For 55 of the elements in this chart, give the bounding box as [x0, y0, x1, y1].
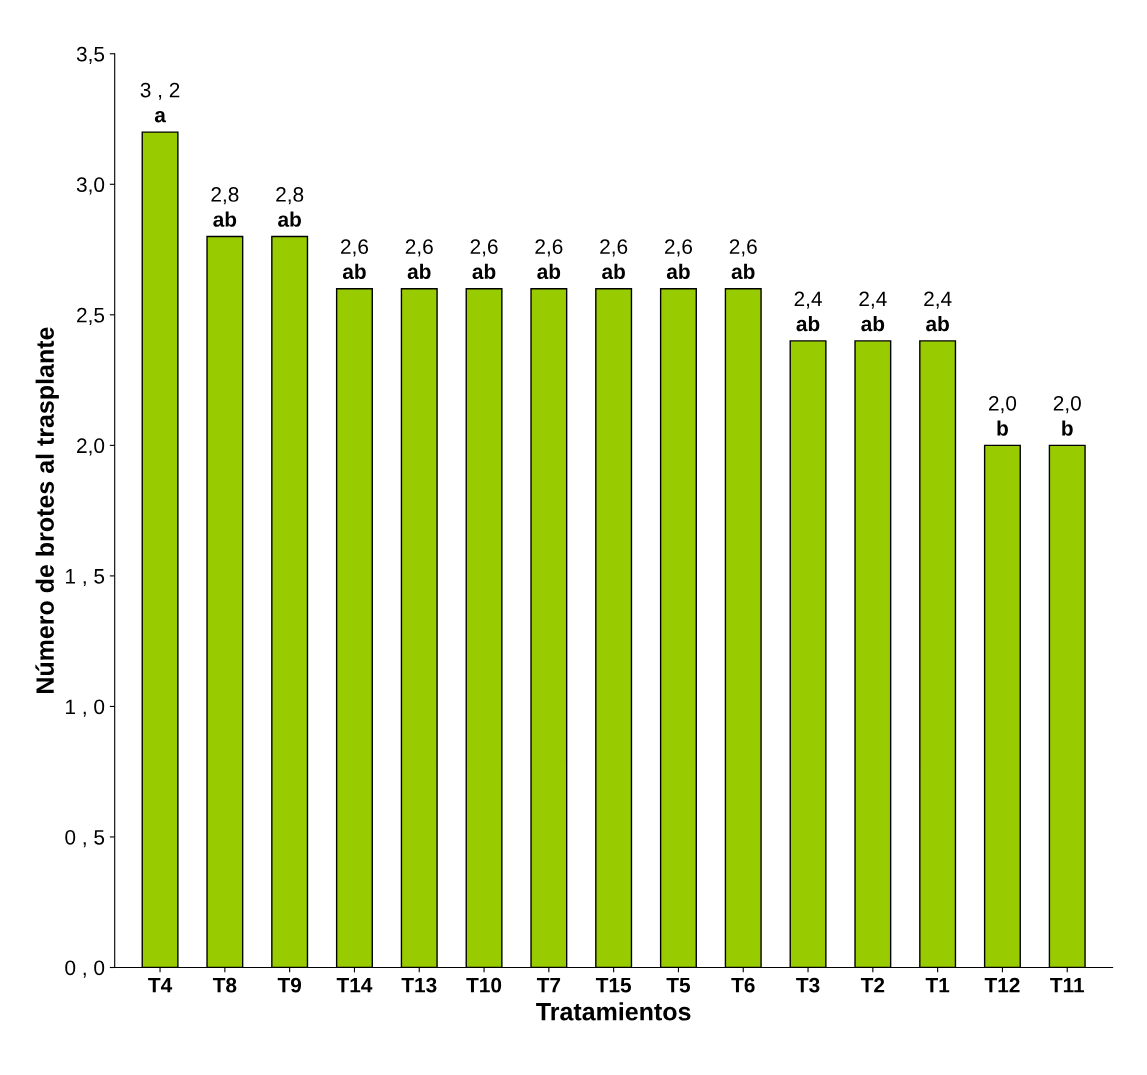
- y-tick-label: 1 , 5: [66, 569, 105, 587]
- x-tick-label: T3: [796, 977, 820, 993]
- data-label: 2,6: [600, 239, 628, 257]
- x-tick-label: T1: [925, 977, 950, 993]
- y-tick-label: 0 , 5: [65, 829, 105, 848]
- annotation: ab: [796, 315, 820, 332]
- y-tick-label: 3,5: [76, 46, 105, 64]
- y-tick-label: 1 , 0: [66, 699, 105, 717]
- data-label: 2,6: [470, 239, 498, 257]
- data-label: 2,4: [924, 291, 952, 309]
- x-tick-label: T6: [731, 977, 755, 993]
- annotation: ab: [861, 315, 885, 332]
- annotation: ab: [342, 263, 366, 280]
- data-label: 2,0: [989, 395, 1017, 414]
- data-label: 2,4: [859, 291, 887, 309]
- annotation: ab: [407, 263, 431, 280]
- y-tick-label: 3,0: [76, 177, 105, 195]
- x-tick-label: T7: [536, 977, 561, 993]
- x-tick-label: T10: [466, 977, 502, 993]
- annotation: ab: [731, 263, 755, 280]
- x-tick-label: T5: [666, 977, 691, 993]
- data-label: 2,6: [665, 239, 693, 257]
- y-tick-label: 0 , 0: [65, 960, 105, 978]
- annotation: a: [154, 110, 166, 123]
- x-tick-label: T15: [595, 977, 632, 993]
- annotation: ab: [926, 315, 949, 332]
- data-label: 2,8: [211, 187, 239, 205]
- annotation: ab: [537, 263, 561, 280]
- data-label: 2,6: [341, 239, 369, 257]
- y-tick-label: 2,0: [77, 438, 105, 456]
- data-label: 2,0: [1053, 395, 1081, 414]
- x-tick-label: T9: [277, 977, 302, 993]
- annotation: ab: [213, 211, 237, 227]
- data-label: 3 , 2: [140, 82, 180, 100]
- annotation: b: [1062, 420, 1073, 436]
- annotation: ab: [602, 263, 625, 280]
- x-tick-label: T8: [212, 977, 237, 993]
- x-tick-label: T11: [1050, 977, 1085, 993]
- x-tick-label: T14: [336, 977, 373, 993]
- x-tick-label: T13: [401, 977, 437, 993]
- data-label: 2,6: [405, 239, 433, 257]
- data-label: 2,6: [729, 239, 757, 257]
- data-label: 2,4: [794, 291, 822, 309]
- x-tick-label: T2: [860, 977, 885, 993]
- x-axis-title: Tratamientos: [536, 1002, 691, 1021]
- annotation: b: [997, 420, 1008, 436]
- y-axis-title: Número de brotes al trasplante: [35, 327, 59, 694]
- x-tick-label: T4: [148, 977, 173, 993]
- x-tick-label: T12: [984, 977, 1020, 993]
- y-tick-label: 2,5: [77, 307, 105, 326]
- data-label: 2,8: [276, 187, 304, 205]
- annotation: ab: [472, 263, 496, 280]
- annotation: ab: [278, 211, 301, 227]
- data-label: 2,6: [535, 239, 563, 257]
- annotation: ab: [666, 263, 690, 280]
